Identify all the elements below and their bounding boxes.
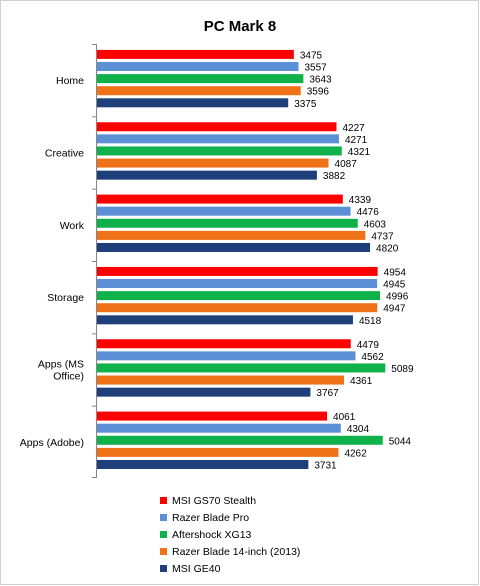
bar (97, 230, 366, 240)
data-label: 4304 (347, 424, 370, 435)
legend-item: MSI GS70 Stealth (160, 492, 300, 509)
category-label: Work (60, 220, 85, 232)
data-label: 3375 (294, 99, 317, 110)
bar (97, 74, 304, 84)
bar (97, 86, 301, 96)
data-label: 4562 (361, 352, 384, 363)
legend-label: Aftershock XG13 (172, 528, 252, 541)
data-label: 4361 (350, 376, 373, 387)
bar (97, 49, 294, 59)
data-label: 5044 (389, 436, 412, 447)
data-label: 4947 (383, 304, 406, 315)
bar (97, 158, 329, 168)
bar (97, 146, 342, 156)
bar (97, 218, 358, 228)
bar (97, 279, 378, 289)
bar (97, 122, 337, 132)
bar (97, 194, 343, 204)
bar (97, 242, 371, 252)
legend-swatch (160, 497, 167, 504)
data-label: 4820 (376, 243, 399, 254)
data-label: 4339 (349, 195, 372, 206)
data-label: 4518 (359, 316, 382, 327)
data-label: 4227 (342, 123, 365, 134)
data-label: 4087 (335, 159, 358, 170)
data-label: 4996 (386, 292, 409, 303)
data-label: 4476 (357, 207, 380, 218)
data-label: 3557 (305, 63, 328, 74)
bar (97, 170, 317, 180)
bar (97, 411, 328, 421)
legend-item: Aftershock XG13 (160, 526, 300, 543)
legend-swatch (160, 514, 167, 521)
legend-label: MSI GS70 Stealth (172, 494, 257, 507)
data-label: 4321 (348, 147, 371, 158)
data-label: 4479 (357, 340, 380, 351)
data-label: 4945 (383, 280, 406, 291)
legend-label: Razer Blade Pro (172, 511, 250, 524)
bar (97, 363, 386, 373)
legend-swatch (160, 565, 167, 572)
data-label: 4954 (384, 267, 407, 278)
bar (97, 98, 289, 108)
data-label: 3475 (300, 50, 323, 61)
legend-item: Razer Blade Pro (160, 509, 300, 526)
category-label: Apps (Adobe) (20, 437, 84, 449)
bar (97, 315, 353, 325)
category-label: Apps (MS Office) (38, 359, 84, 383)
bar (97, 375, 345, 385)
legend-swatch (160, 548, 167, 555)
data-label: 3767 (316, 388, 339, 399)
legend-swatch (160, 531, 167, 538)
bar (97, 266, 378, 276)
bar (97, 339, 351, 349)
data-label: 3643 (309, 75, 332, 86)
bar (97, 303, 378, 313)
bar (97, 291, 381, 301)
data-label: 4262 (344, 448, 367, 459)
legend-item: MSI GE40 (160, 560, 300, 577)
data-label: 5089 (391, 364, 414, 375)
bar (97, 459, 309, 469)
data-label: 4603 (364, 219, 387, 230)
bar (97, 435, 383, 445)
bar (97, 387, 311, 397)
bar (97, 206, 351, 216)
legend-item: Razer Blade 14-inch (2013) (160, 543, 300, 560)
data-label: 4737 (371, 231, 394, 242)
data-label: 3731 (314, 460, 337, 471)
legend-label: MSI GE40 (172, 562, 221, 575)
bar (97, 134, 339, 144)
legend-label: Razer Blade 14-inch (2013) (172, 545, 301, 558)
data-label: 3882 (323, 171, 346, 182)
category-label: Home (56, 75, 84, 87)
chart-legend: MSI GS70 Stealth Razer Blade Pro Aftershoc… (160, 492, 300, 577)
bar (97, 447, 339, 457)
category-label: Creative (45, 148, 84, 160)
data-label: 4271 (345, 135, 368, 146)
category-label: Storage (47, 292, 84, 304)
bar (97, 423, 341, 433)
data-label: 3596 (307, 87, 330, 98)
bar (97, 62, 299, 72)
data-label: 4061 (333, 412, 356, 423)
bar (97, 351, 356, 361)
chart-title: PC Mark 8 (203, 18, 277, 35)
